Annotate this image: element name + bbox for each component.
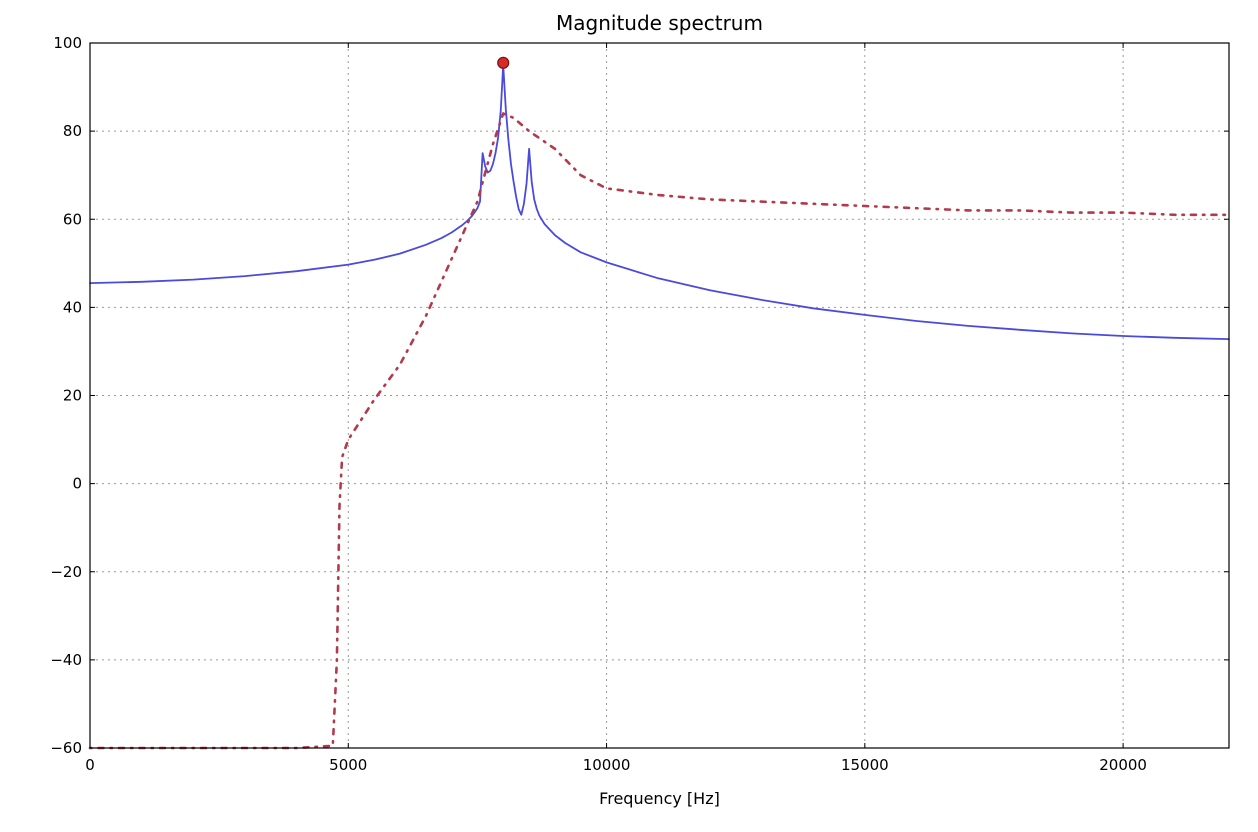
x-tick-label: 20000 xyxy=(1099,756,1147,774)
x-axis-label: Frequency [Hz] xyxy=(599,789,720,808)
x-tick-label: 5000 xyxy=(329,756,367,774)
grid-lines xyxy=(90,43,1229,748)
x-tick-label: 10000 xyxy=(583,756,631,774)
y-tick-label: 60 xyxy=(63,210,82,228)
axis-ticks: 0 5000 10000 15000 20000 −60 −40 −20 0 20 40 60 80 10… xyxy=(50,34,1229,774)
chart-title: Magnitude spectrum xyxy=(556,11,763,35)
peak-marker xyxy=(497,56,510,69)
y-tick-label: 20 xyxy=(63,387,82,405)
y-tick-label: −60 xyxy=(50,739,82,757)
y-tick-label: −40 xyxy=(50,651,82,669)
solid-series-line xyxy=(89,64,1230,341)
x-tick-label: 15000 xyxy=(841,756,889,774)
peak-marker-layer xyxy=(497,56,510,69)
y-tick-label: 100 xyxy=(53,34,82,52)
y-tick-label: 40 xyxy=(63,298,82,316)
x-tick-label: 0 xyxy=(85,756,95,774)
y-tick-label: 80 xyxy=(63,122,82,140)
dashdot-series-line xyxy=(88,112,1231,750)
y-tick-label: 0 xyxy=(72,475,82,493)
series-layer xyxy=(88,64,1231,750)
y-tick-label: −20 xyxy=(50,563,82,581)
